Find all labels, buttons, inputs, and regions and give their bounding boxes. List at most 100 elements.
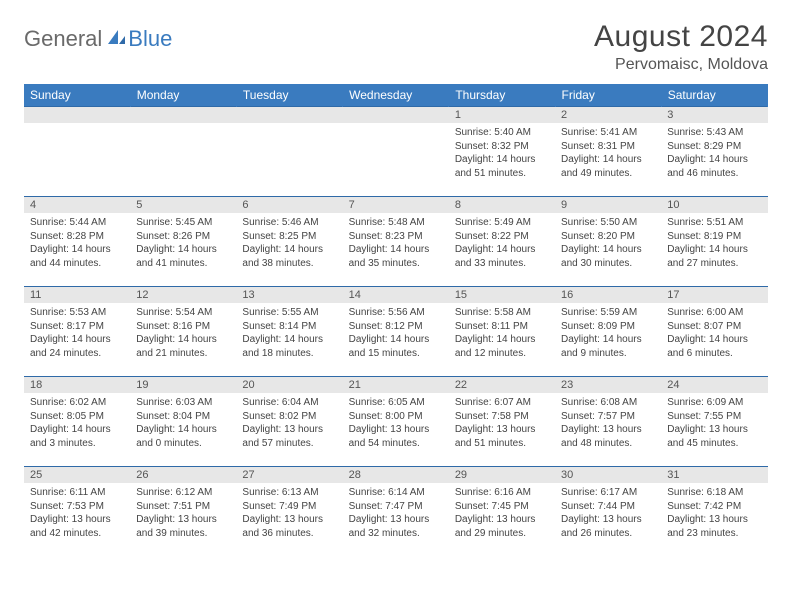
day-number: 30 xyxy=(555,467,661,483)
sunrise-text: Sunrise: 6:13 AM xyxy=(242,486,336,500)
day-number: 25 xyxy=(24,467,130,483)
day-details: Sunrise: 6:17 AMSunset: 7:44 PMDaylight:… xyxy=(555,483,661,544)
daylight-text: Daylight: 13 hours and 48 minutes. xyxy=(561,423,655,450)
day-number: 13 xyxy=(236,287,342,303)
day-details: Sunrise: 5:49 AMSunset: 8:22 PMDaylight:… xyxy=(449,213,555,274)
day-number: 15 xyxy=(449,287,555,303)
sunset-text: Sunset: 7:42 PM xyxy=(667,500,761,514)
daylight-text: Daylight: 14 hours and 30 minutes. xyxy=(561,243,655,270)
sunset-text: Sunset: 7:53 PM xyxy=(30,500,124,514)
logo: General Blue xyxy=(24,26,172,52)
calendar-cell: 6Sunrise: 5:46 AMSunset: 8:25 PMDaylight… xyxy=(236,197,342,287)
calendar-cell: 21Sunrise: 6:05 AMSunset: 8:00 PMDayligh… xyxy=(343,377,449,467)
sunrise-text: Sunrise: 5:44 AM xyxy=(30,216,124,230)
day-number: 21 xyxy=(343,377,449,393)
day-number xyxy=(24,107,130,123)
day-details: Sunrise: 5:51 AMSunset: 8:19 PMDaylight:… xyxy=(661,213,767,274)
sunrise-text: Sunrise: 6:17 AM xyxy=(561,486,655,500)
sunrise-text: Sunrise: 5:43 AM xyxy=(667,126,761,140)
day-details: Sunrise: 6:11 AMSunset: 7:53 PMDaylight:… xyxy=(24,483,130,544)
calendar-cell: 24Sunrise: 6:09 AMSunset: 7:55 PMDayligh… xyxy=(661,377,767,467)
day-details xyxy=(24,123,130,183)
sunset-text: Sunset: 7:47 PM xyxy=(349,500,443,514)
sunset-text: Sunset: 8:19 PM xyxy=(667,230,761,244)
day-number: 11 xyxy=(24,287,130,303)
daylight-text: Daylight: 14 hours and 3 minutes. xyxy=(30,423,124,450)
sunrise-text: Sunrise: 5:53 AM xyxy=(30,306,124,320)
sunrise-text: Sunrise: 5:49 AM xyxy=(455,216,549,230)
sunset-text: Sunset: 8:05 PM xyxy=(30,410,124,424)
sunset-text: Sunset: 8:02 PM xyxy=(242,410,336,424)
daylight-text: Daylight: 14 hours and 21 minutes. xyxy=(136,333,230,360)
day-header-row: Sunday Monday Tuesday Wednesday Thursday… xyxy=(24,84,768,107)
day-number xyxy=(236,107,342,123)
day-details xyxy=(343,123,449,183)
sunrise-text: Sunrise: 5:41 AM xyxy=(561,126,655,140)
day-number xyxy=(130,107,236,123)
calendar-week-row: 25Sunrise: 6:11 AMSunset: 7:53 PMDayligh… xyxy=(24,467,768,557)
calendar-cell: 10Sunrise: 5:51 AMSunset: 8:19 PMDayligh… xyxy=(661,197,767,287)
sunrise-text: Sunrise: 5:56 AM xyxy=(349,306,443,320)
col-sunday: Sunday xyxy=(24,84,130,107)
day-details: Sunrise: 6:00 AMSunset: 8:07 PMDaylight:… xyxy=(661,303,767,364)
calendar-week-row: 18Sunrise: 6:02 AMSunset: 8:05 PMDayligh… xyxy=(24,377,768,467)
calendar-week-row: 1Sunrise: 5:40 AMSunset: 8:32 PMDaylight… xyxy=(24,107,768,197)
sunset-text: Sunset: 8:00 PM xyxy=(349,410,443,424)
day-number xyxy=(343,107,449,123)
day-details: Sunrise: 6:03 AMSunset: 8:04 PMDaylight:… xyxy=(130,393,236,454)
sunset-text: Sunset: 8:28 PM xyxy=(30,230,124,244)
calendar-cell xyxy=(236,107,342,197)
calendar-cell: 17Sunrise: 6:00 AMSunset: 8:07 PMDayligh… xyxy=(661,287,767,377)
col-saturday: Saturday xyxy=(661,84,767,107)
daylight-text: Daylight: 13 hours and 45 minutes. xyxy=(667,423,761,450)
sunset-text: Sunset: 8:14 PM xyxy=(242,320,336,334)
day-number: 18 xyxy=(24,377,130,393)
daylight-text: Daylight: 14 hours and 6 minutes. xyxy=(667,333,761,360)
sunrise-text: Sunrise: 5:58 AM xyxy=(455,306,549,320)
daylight-text: Daylight: 14 hours and 41 minutes. xyxy=(136,243,230,270)
day-details xyxy=(236,123,342,183)
calendar-week-row: 4 Sunrise: 5:44 AMSunset: 8:28 PM Daylight… xyxy=(24,197,768,287)
day-details: Sunrise: 5:43 AMSunset: 8:29 PMDaylight:… xyxy=(661,123,767,184)
calendar-cell: 2Sunrise: 5:41 AMSunset: 8:31 PMDaylight… xyxy=(555,107,661,197)
sunrise-text: Sunrise: 5:50 AM xyxy=(561,216,655,230)
day-number: 4 xyxy=(24,197,130,213)
day-details: Sunrise: 6:13 AMSunset: 7:49 PMDaylight:… xyxy=(236,483,342,544)
sunset-text: Sunset: 8:11 PM xyxy=(455,320,549,334)
day-number: 7 xyxy=(343,197,449,213)
daylight-text: Daylight: 13 hours and 23 minutes. xyxy=(667,513,761,540)
day-details: Sunrise: 6:02 AMSunset: 8:05 PMDaylight:… xyxy=(24,393,130,454)
sunset-text: Sunset: 8:17 PM xyxy=(30,320,124,334)
daylight-text: Daylight: 13 hours and 39 minutes. xyxy=(136,513,230,540)
day-details: Sunrise: 5:50 AMSunset: 8:20 PMDaylight:… xyxy=(555,213,661,274)
calendar-cell: 1Sunrise: 5:40 AMSunset: 8:32 PMDaylight… xyxy=(449,107,555,197)
day-details: Sunrise: 5:53 AMSunset: 8:17 PMDaylight:… xyxy=(24,303,130,364)
logo-word-1: General xyxy=(24,26,102,52)
day-number: 12 xyxy=(130,287,236,303)
day-number: 17 xyxy=(661,287,767,303)
day-number: 6 xyxy=(236,197,342,213)
day-details: Sunrise: 6:04 AMSunset: 8:02 PMDaylight:… xyxy=(236,393,342,454)
sunset-text: Sunset: 8:20 PM xyxy=(561,230,655,244)
calendar-cell: 11Sunrise: 5:53 AMSunset: 8:17 PMDayligh… xyxy=(24,287,130,377)
sunrise-text: Sunrise: 6:18 AM xyxy=(667,486,761,500)
calendar-cell: 31Sunrise: 6:18 AMSunset: 7:42 PMDayligh… xyxy=(661,467,767,557)
daylight-text: Daylight: 13 hours and 57 minutes. xyxy=(242,423,336,450)
calendar-cell xyxy=(343,107,449,197)
day-number: 10 xyxy=(661,197,767,213)
calendar-cell: 28Sunrise: 6:14 AMSunset: 7:47 PMDayligh… xyxy=(343,467,449,557)
day-number: 26 xyxy=(130,467,236,483)
sunrise-text: Sunrise: 5:45 AM xyxy=(136,216,230,230)
day-details: Sunrise: 6:08 AMSunset: 7:57 PMDaylight:… xyxy=(555,393,661,454)
title-block: August 2024 Pervomaisc, Moldova xyxy=(594,20,768,74)
col-friday: Friday xyxy=(555,84,661,107)
day-number: 3 xyxy=(661,107,767,123)
day-number: 2 xyxy=(555,107,661,123)
sunrise-text: Sunrise: 5:46 AM xyxy=(242,216,336,230)
sunset-text: Sunset: 8:16 PM xyxy=(136,320,230,334)
day-number: 24 xyxy=(661,377,767,393)
calendar-cell: 3Sunrise: 5:43 AMSunset: 8:29 PMDaylight… xyxy=(661,107,767,197)
day-details: Sunrise: 6:09 AMSunset: 7:55 PMDaylight:… xyxy=(661,393,767,454)
sunset-text: Sunset: 7:45 PM xyxy=(455,500,549,514)
day-details: Sunrise: 5:54 AMSunset: 8:16 PMDaylight:… xyxy=(130,303,236,364)
